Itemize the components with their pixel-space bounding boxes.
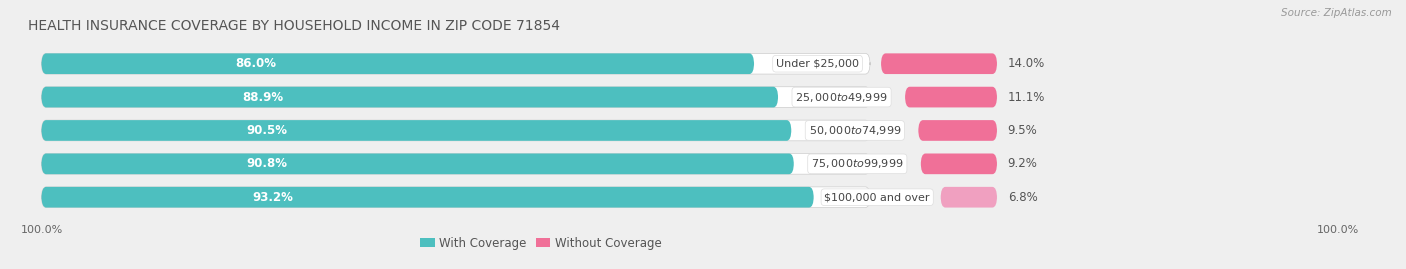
Text: $100,000 and over: $100,000 and over — [824, 192, 929, 202]
Legend: With Coverage, Without Coverage: With Coverage, Without Coverage — [416, 232, 666, 254]
FancyBboxPatch shape — [42, 87, 870, 107]
Text: 88.9%: 88.9% — [242, 91, 283, 104]
Text: $75,000 to $99,999: $75,000 to $99,999 — [811, 157, 904, 170]
FancyBboxPatch shape — [918, 120, 997, 141]
FancyBboxPatch shape — [42, 87, 778, 107]
Text: 90.5%: 90.5% — [246, 124, 287, 137]
FancyBboxPatch shape — [42, 187, 814, 208]
Text: 9.5%: 9.5% — [1008, 124, 1038, 137]
Text: 9.2%: 9.2% — [1008, 157, 1038, 170]
FancyBboxPatch shape — [42, 120, 792, 141]
Text: 11.1%: 11.1% — [1008, 91, 1045, 104]
Text: 14.0%: 14.0% — [1008, 57, 1045, 70]
Text: Under $25,000: Under $25,000 — [776, 59, 859, 69]
FancyBboxPatch shape — [905, 87, 997, 107]
FancyBboxPatch shape — [42, 53, 754, 74]
Text: $50,000 to $74,999: $50,000 to $74,999 — [808, 124, 901, 137]
Text: 86.0%: 86.0% — [235, 57, 276, 70]
FancyBboxPatch shape — [42, 53, 870, 74]
FancyBboxPatch shape — [921, 154, 997, 174]
FancyBboxPatch shape — [882, 53, 997, 74]
FancyBboxPatch shape — [42, 120, 870, 141]
Text: 6.8%: 6.8% — [1008, 191, 1038, 204]
Text: 90.8%: 90.8% — [246, 157, 288, 170]
FancyBboxPatch shape — [42, 154, 794, 174]
Text: 93.2%: 93.2% — [253, 191, 294, 204]
Text: Source: ZipAtlas.com: Source: ZipAtlas.com — [1281, 8, 1392, 18]
FancyBboxPatch shape — [42, 187, 870, 208]
FancyBboxPatch shape — [42, 154, 870, 174]
Text: $25,000 to $49,999: $25,000 to $49,999 — [796, 91, 887, 104]
FancyBboxPatch shape — [941, 187, 997, 208]
Text: HEALTH INSURANCE COVERAGE BY HOUSEHOLD INCOME IN ZIP CODE 71854: HEALTH INSURANCE COVERAGE BY HOUSEHOLD I… — [28, 19, 560, 33]
